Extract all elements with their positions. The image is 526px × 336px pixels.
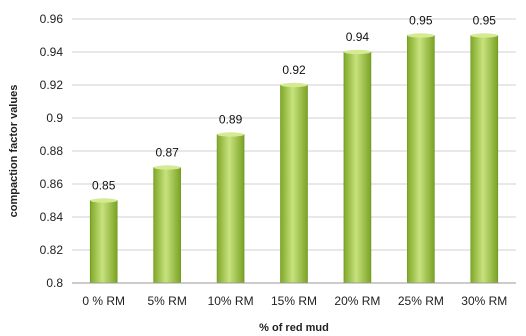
y-tick-label: 0.8 — [46, 276, 63, 290]
y-tick-label: 0.96 — [40, 12, 64, 26]
x-tick-label: 5% RM — [147, 294, 186, 308]
bar-top — [90, 198, 118, 203]
x-tick-label: 20% RM — [334, 294, 380, 308]
bar-top — [343, 49, 371, 55]
y-axis-ticks: 0.8 0.82 0.84 0.86 0.88 0.9 0.92 0.94 0.96 — [40, 12, 64, 290]
bars: 0.85 0.87 0.89 0.92 0.94 0.95 0.95 — [89, 14, 499, 284]
data-label: 0.95 — [473, 14, 497, 28]
y-tick-label: 0.92 — [40, 78, 64, 92]
x-tick-label: 0 % RM — [82, 294, 125, 308]
bar — [153, 167, 181, 284]
bar — [470, 35, 499, 284]
bar-top — [280, 82, 308, 88]
bar-top — [217, 132, 245, 137]
bar — [216, 134, 245, 284]
x-tick-label: 15% RM — [271, 294, 317, 308]
y-tick-label: 0.9 — [46, 111, 63, 125]
bar — [280, 84, 308, 284]
x-tick-label: 10% RM — [208, 294, 254, 308]
data-label: 0.89 — [219, 113, 243, 127]
data-label: 0.95 — [409, 14, 433, 28]
y-axis-title: compaction factor values — [8, 85, 20, 218]
x-axis-title: % of red mud — [259, 322, 329, 334]
data-label: 0.94 — [346, 30, 370, 44]
x-axis-ticks: 0 % RM 5% RM 10% RM 15% RM 20% RM 25% RM 30% R… — [82, 294, 507, 308]
data-label: 0.85 — [92, 179, 116, 193]
y-tick-label: 0.84 — [40, 210, 64, 224]
bar-top — [153, 165, 181, 170]
y-tick-label: 0.88 — [40, 144, 64, 158]
bar — [407, 35, 435, 284]
bar — [89, 200, 118, 284]
data-label: 0.92 — [282, 63, 306, 77]
x-tick-label: 30% RM — [461, 294, 507, 308]
data-label: 0.87 — [155, 146, 179, 160]
y-tick-label: 0.94 — [40, 45, 64, 59]
bar-top — [407, 33, 435, 38]
x-tick-label: 25% RM — [398, 294, 444, 308]
y-tick-label: 0.82 — [40, 243, 64, 257]
y-tick-label: 0.86 — [40, 177, 64, 191]
bar — [343, 51, 372, 284]
bar-top — [470, 33, 498, 38]
